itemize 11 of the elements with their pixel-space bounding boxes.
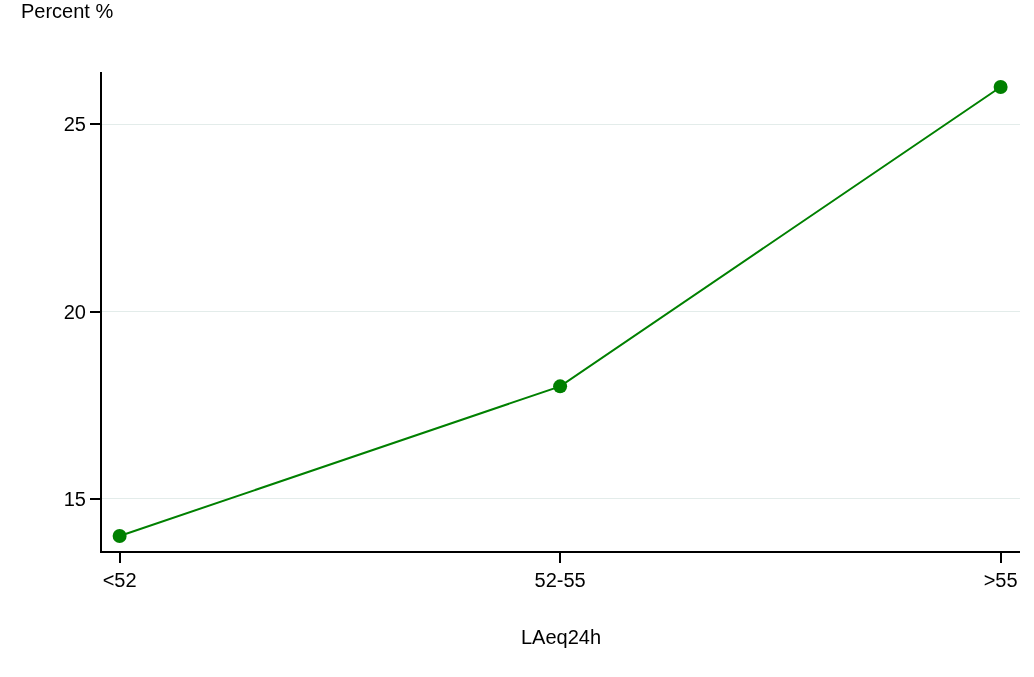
y-tick-label: 15 (63, 487, 86, 510)
y-axis-title: Percent % (21, 0, 114, 22)
y-tick-label: 20 (63, 300, 86, 323)
x-tick-label: >55 (983, 569, 1018, 591)
point (112, 529, 127, 544)
x-tick-label: 52-55 (534, 569, 586, 591)
point (553, 379, 568, 394)
x-tick-label: <52 (102, 569, 137, 591)
y-tick-label: 25 (63, 113, 86, 136)
x-axis-title: LAeq24h (520, 626, 602, 648)
point (993, 79, 1008, 94)
